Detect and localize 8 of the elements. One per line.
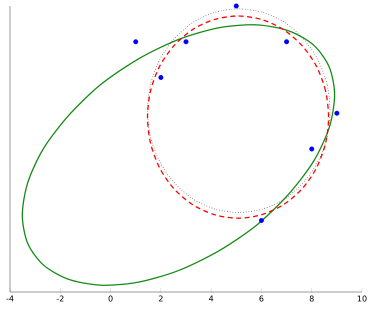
point — [284, 39, 290, 44]
point — [133, 39, 138, 44]
point — [258, 218, 264, 223]
point — [184, 39, 188, 44]
point — [309, 146, 314, 152]
point — [158, 75, 164, 80]
point — [334, 110, 340, 116]
point — [234, 4, 239, 8]
